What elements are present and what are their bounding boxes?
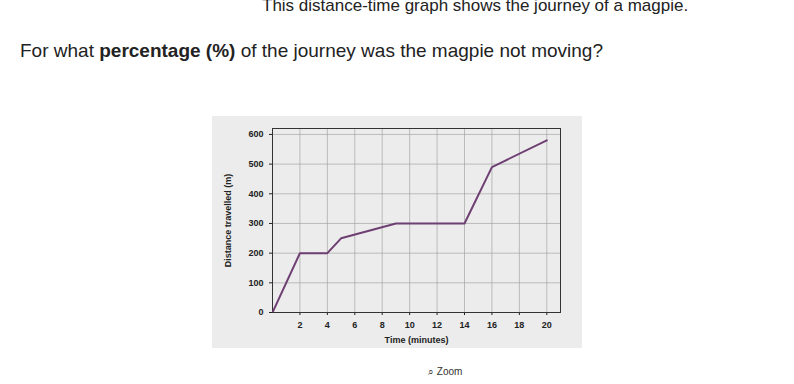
svg-text:100: 100 [248, 278, 263, 288]
svg-text:Time (minutes): Time (minutes) [385, 335, 449, 345]
svg-text:Distance travelled (m): Distance travelled (m) [223, 174, 233, 268]
svg-text:4: 4 [325, 320, 330, 330]
svg-text:400: 400 [248, 189, 263, 199]
svg-text:10: 10 [405, 320, 415, 330]
svg-text:300: 300 [248, 218, 263, 228]
svg-text:600: 600 [248, 129, 263, 139]
svg-text:14: 14 [459, 320, 469, 330]
svg-text:18: 18 [514, 320, 524, 330]
html-text:For what percentage (%) of the: For what percentage (%) of the journey w… [20, 40, 603, 61]
svg-text:0: 0 [258, 307, 263, 317]
svg-text:2: 2 [297, 320, 302, 330]
svg-text:200: 200 [248, 248, 263, 258]
svg-text:12: 12 [432, 320, 442, 330]
svg-text:6: 6 [352, 320, 357, 330]
html-text:Zoom: Zoom [436, 366, 463, 377]
svg-text:16: 16 [487, 320, 497, 330]
svg-text:20: 20 [542, 320, 552, 330]
svg-text:500: 500 [248, 159, 263, 169]
svg-text:8: 8 [380, 320, 385, 330]
